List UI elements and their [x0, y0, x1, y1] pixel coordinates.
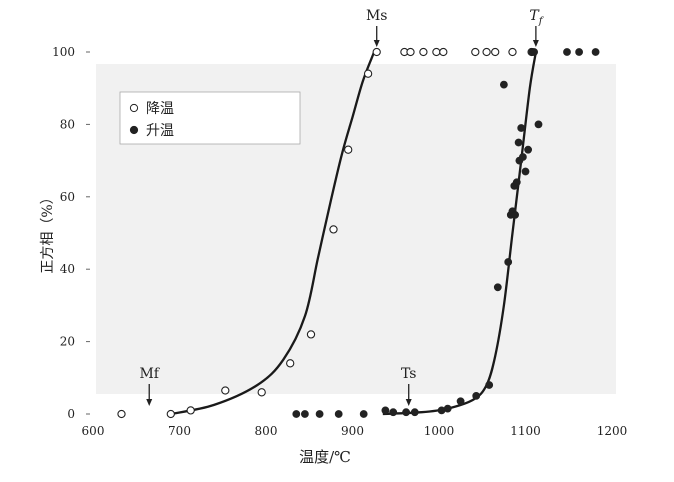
x-tick-label: 1200	[597, 424, 628, 438]
annotations: Ms Tf Mf Ts	[139, 8, 545, 406]
filled-circle-point	[591, 48, 600, 56]
open-circle-point	[471, 47, 480, 57]
filled-circle-point	[575, 48, 583, 56]
y-axis-label: 正方相（%）	[40, 190, 56, 273]
data-points	[117, 47, 600, 419]
legend-label: 升温	[146, 123, 174, 139]
open-circle-point	[439, 47, 448, 57]
filled-circle-point	[389, 408, 398, 417]
open-circle-point	[432, 47, 441, 57]
filled-circle-point	[511, 210, 519, 219]
filled-circle-point	[499, 80, 508, 89]
x-tick-label: 1100	[510, 424, 541, 438]
fit-curve-降温	[170, 51, 376, 416]
open-circle-point	[406, 47, 415, 57]
x-tick-label: 700	[168, 424, 191, 438]
open-circle-point	[117, 409, 126, 419]
open-circle-point	[508, 47, 517, 57]
filled-circle-point	[521, 167, 530, 176]
open-circle-point	[286, 359, 295, 368]
y-tick-label: 0	[67, 407, 75, 421]
filled-circle-point	[315, 410, 324, 418]
y-tick-label: 100	[52, 45, 75, 59]
open-circle-point	[329, 225, 338, 234]
open-circle-point	[186, 406, 195, 415]
annotation-label: Ts	[401, 366, 417, 382]
filled-circle-point	[410, 408, 419, 417]
x-tick-label: 1000	[424, 424, 455, 438]
filled-circle-point	[292, 410, 301, 418]
filled-circle-point	[493, 283, 502, 292]
filled-circle-point	[456, 397, 465, 406]
filled-circle-point	[563, 48, 571, 56]
x-tick-label: 900	[341, 424, 364, 438]
annotation-arrowhead	[373, 40, 380, 47]
filled-circle-point	[443, 404, 452, 413]
y-tick-label: 20	[60, 335, 75, 349]
filled-circle-point	[402, 408, 410, 417]
x-tick-label: 600	[82, 424, 105, 438]
x-tick-label: 800	[255, 424, 278, 438]
annotation-label: Ms	[366, 8, 388, 24]
filled-circle-point	[504, 258, 513, 266]
open-circle-point	[419, 47, 428, 57]
annotation-label: Tf	[529, 8, 544, 27]
filled-circle-point	[472, 391, 481, 400]
open-circle-point	[306, 330, 316, 339]
legend-box	[119, 91, 301, 145]
filled-circle-point	[300, 410, 309, 418]
open-circle-point	[257, 388, 266, 397]
axes: 600 700 800 900 1000 1100 1200 0 20 40 60 80 100	[52, 45, 627, 438]
annotation-arrowhead	[146, 399, 153, 406]
annotation-label: Mf	[139, 366, 160, 382]
filled-circle-point	[514, 138, 523, 147]
filled-circle-point	[485, 381, 494, 389]
filled-circle-point	[381, 406, 390, 415]
legend-marker	[129, 103, 139, 113]
y-tick-label: 60	[60, 190, 75, 204]
legend-label: 降温	[146, 101, 174, 117]
filled-circle-point	[534, 120, 543, 129]
legend-marker	[129, 125, 139, 135]
filled-circle-point	[524, 145, 532, 154]
filled-circle-point	[359, 410, 368, 418]
open-circle-point	[482, 47, 491, 57]
x-axis-label: 温度/℃	[299, 448, 351, 466]
open-circle-point	[166, 409, 175, 419]
annotation-arrowhead	[405, 399, 412, 406]
open-circle-point	[221, 386, 230, 395]
annotation-arrowhead	[532, 40, 539, 47]
filled-circle-point	[530, 48, 538, 56]
filled-circle-point	[519, 153, 527, 161]
y-tick-label: 40	[60, 262, 75, 276]
open-circle-point	[491, 47, 500, 57]
y-tick-label: 80	[60, 117, 75, 131]
filled-circle-point	[512, 178, 521, 187]
open-circle-point	[372, 47, 381, 57]
filled-circle-point	[334, 410, 343, 418]
open-circle-point	[344, 145, 353, 154]
open-circle-point	[363, 69, 373, 78]
filled-circle-point	[517, 124, 526, 132]
